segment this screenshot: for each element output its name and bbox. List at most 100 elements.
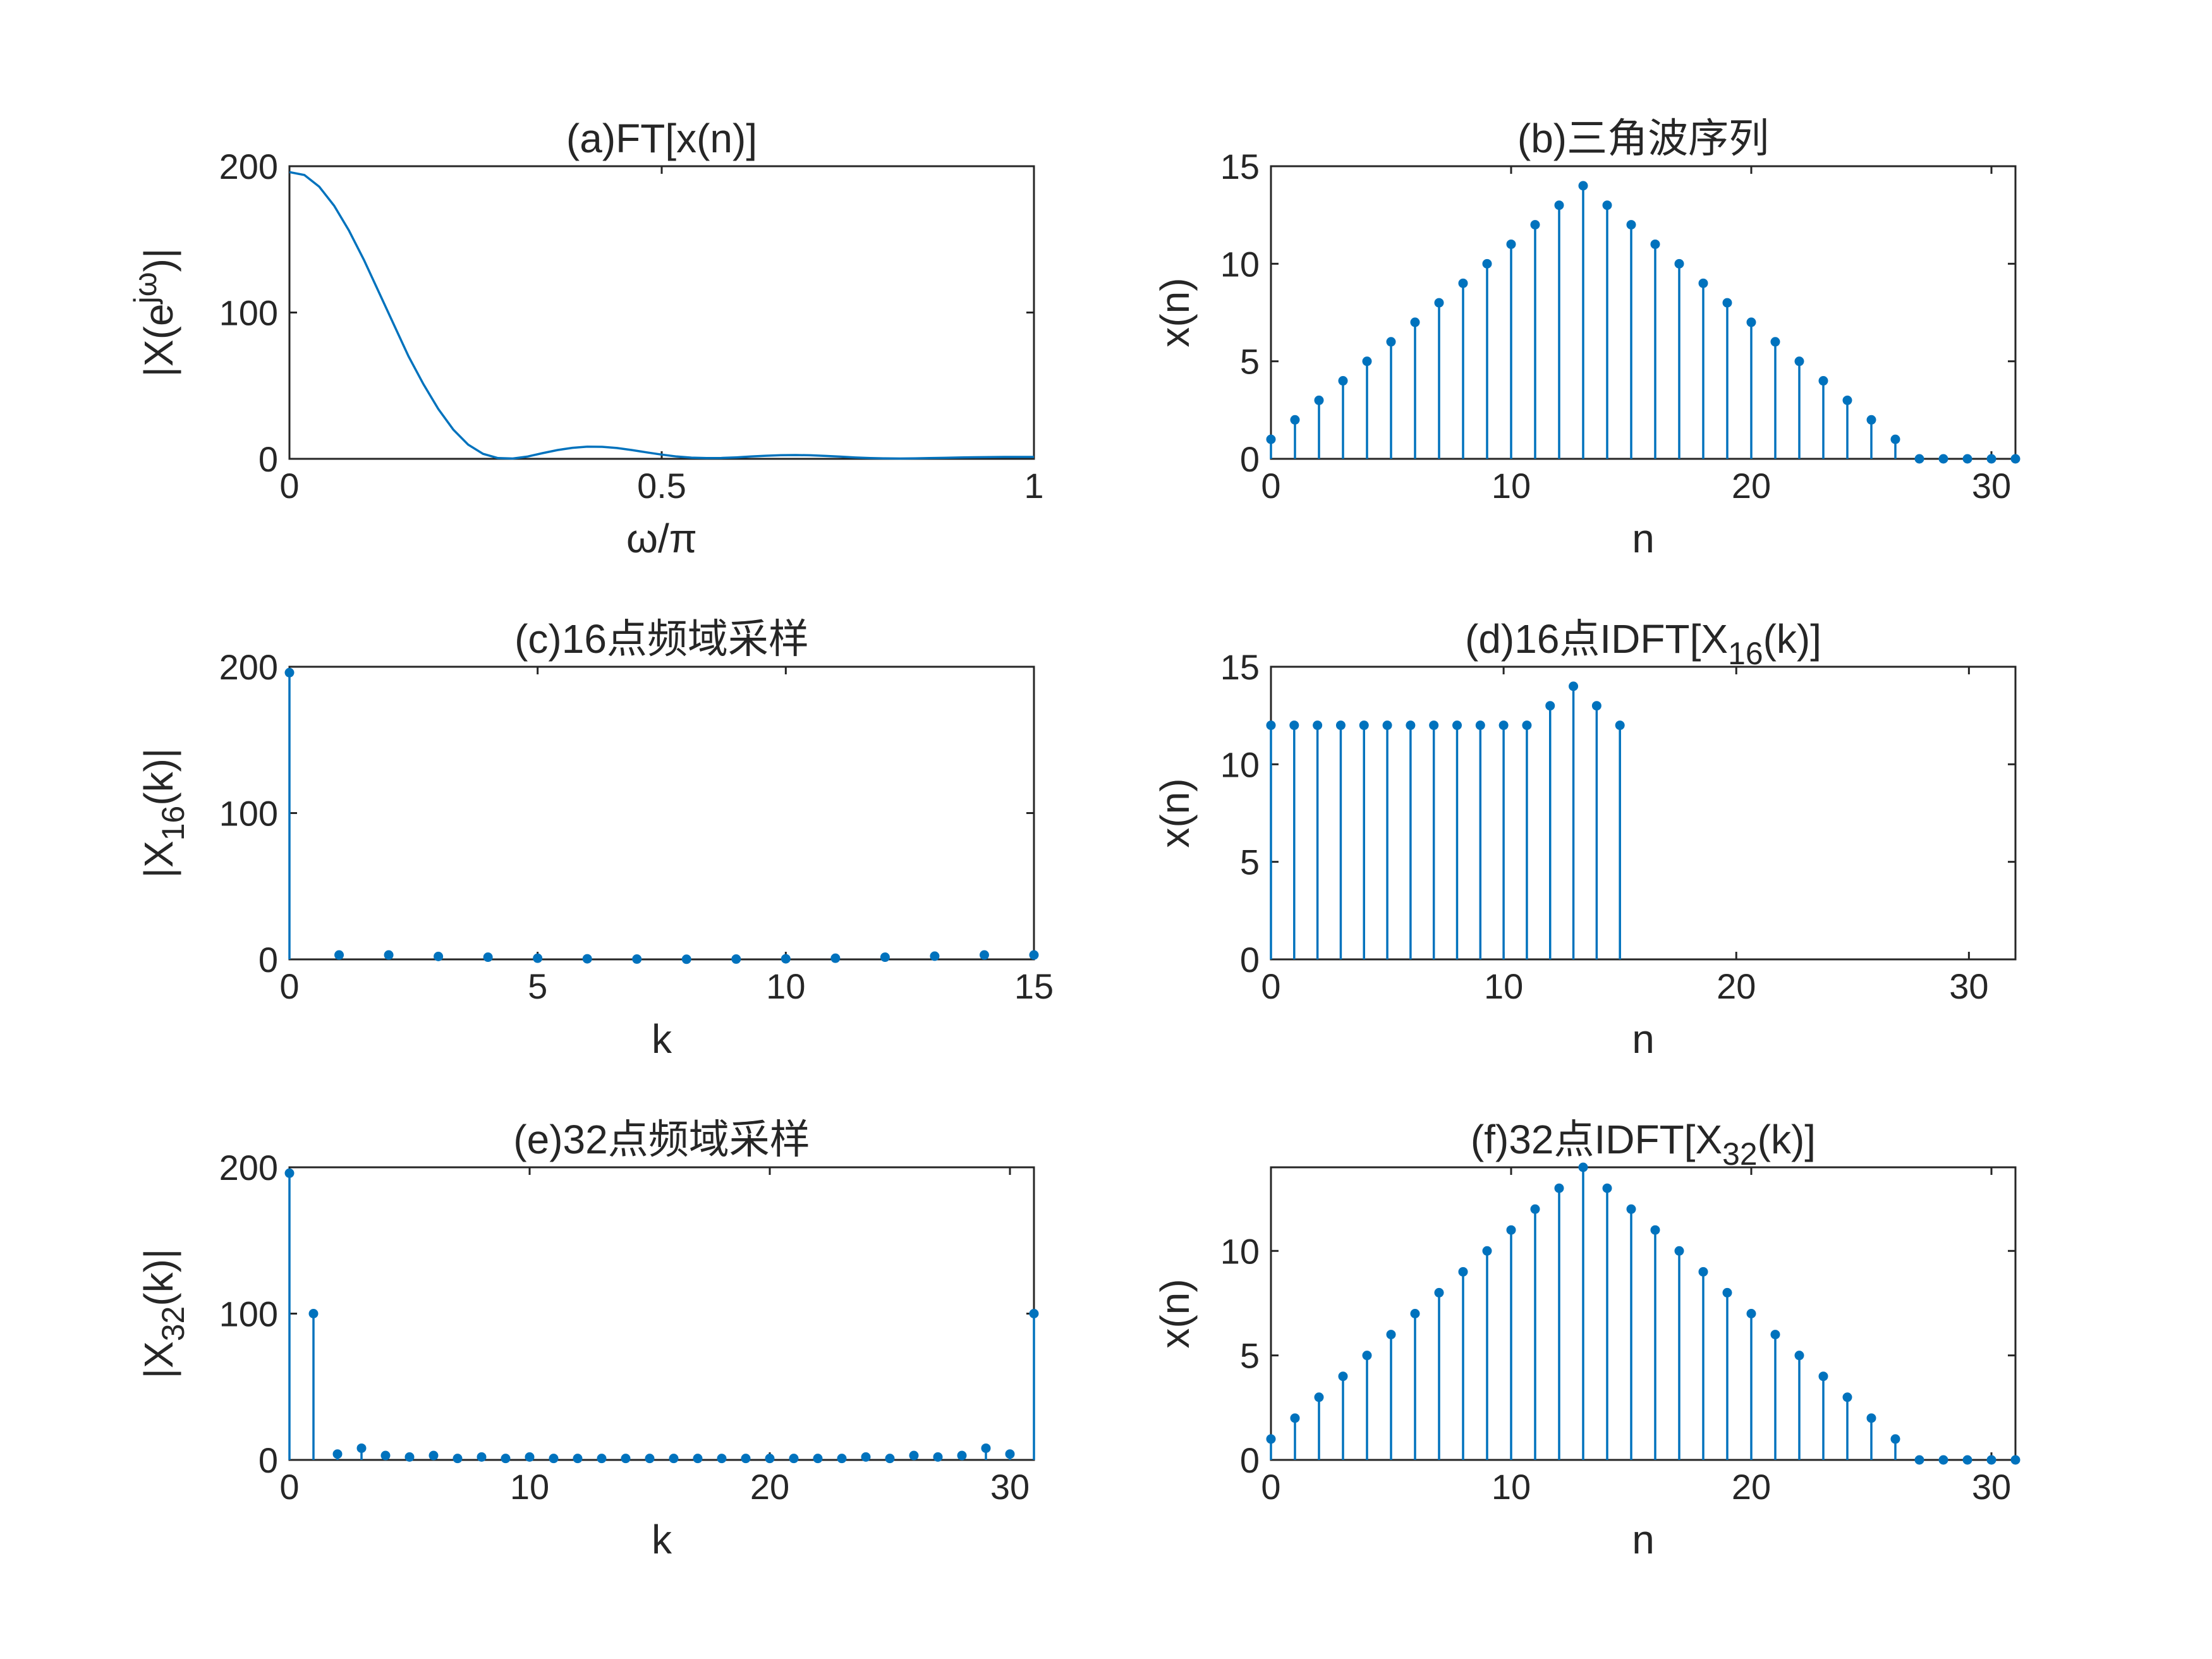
stem-marker (582, 954, 592, 964)
x-tick-label: 0 (279, 1467, 299, 1507)
stem-marker (1289, 720, 1299, 731)
y-tick-label: 100 (219, 293, 278, 333)
subplot-title: (f)32点IDFT[X32(k)] (1471, 1117, 1816, 1172)
stem-marker (1914, 454, 1924, 464)
stem-marker (1005, 1449, 1015, 1459)
x-tick-label: 5 (528, 966, 547, 1006)
stem-marker (1458, 278, 1468, 288)
x-tick-label: 10 (766, 966, 805, 1006)
stem-marker (1986, 454, 1996, 464)
x-tick-label: 20 (1732, 1467, 1771, 1507)
stem-marker (1626, 220, 1636, 230)
stem-marker (1794, 1351, 1804, 1361)
stem-marker (1770, 1330, 1780, 1340)
subplot-b: 0 10 20 30 0 5 10 15 (b)三角波序列 n x(n) (1152, 116, 2021, 561)
stem-marker (533, 953, 543, 963)
stem-marker (332, 1449, 343, 1459)
stem-marker (1506, 1225, 1516, 1235)
x-tick-label: 20 (750, 1467, 789, 1507)
stem-marker (1698, 1267, 1708, 1277)
series-line (289, 171, 1034, 460)
y-axis-label: |X32(k)| (136, 1248, 191, 1378)
stem-marker (1482, 1246, 1492, 1256)
y-tick-label: 100 (219, 1294, 278, 1334)
stem-marker (909, 1450, 919, 1461)
y-tick-label: 200 (219, 147, 278, 186)
stem-marker (930, 951, 940, 961)
stem-marker (1458, 1267, 1468, 1277)
stem-marker (1650, 239, 1660, 249)
stem-marker (731, 954, 741, 964)
stem-marker (284, 1168, 295, 1178)
stem-marker (1434, 298, 1444, 308)
stem-marker (1674, 258, 1684, 269)
y-tick-label: 10 (1220, 1231, 1260, 1271)
y-tick-label: 10 (1220, 244, 1260, 284)
x-axis-label: k (652, 1517, 672, 1562)
stem-marker (981, 1443, 991, 1453)
stem-marker (1866, 415, 1876, 425)
stem-marker (1650, 1225, 1660, 1235)
stem-marker (1266, 434, 1276, 444)
stem-marker (1842, 1392, 1852, 1402)
stem-marker (693, 1454, 703, 1464)
x-axis-label: n (1632, 1517, 1655, 1562)
stem-marker (1602, 1183, 1612, 1193)
stem-marker (1386, 1330, 1396, 1340)
stem-marker (404, 1452, 415, 1462)
stem-marker (1746, 317, 1756, 327)
subplot-d: 0 10 20 30 0 5 10 15 (d)16点IDFT[X16(k)] n x(n) (1152, 616, 2017, 1062)
stem-marker (525, 1452, 535, 1462)
x-tick-label: 0 (279, 466, 299, 506)
stem-marker (434, 951, 444, 961)
y-tick-label: 0 (258, 439, 278, 479)
x-axis-label: ω/π (626, 516, 697, 561)
y-tick-label: 10 (1220, 744, 1260, 784)
y-axis-label: x(n) (1152, 277, 1198, 347)
stem-marker (1890, 434, 1900, 444)
stem-marker (1266, 1434, 1276, 1444)
y-tick-label: 5 (1240, 342, 1260, 382)
subplot-a: 0 0.5 1 0 100 200 (a)FT[x(n)] ω/π |X(ejω)| (128, 116, 1044, 561)
y-tick-label: 0 (1240, 940, 1260, 980)
stem-marker (2010, 1455, 2021, 1465)
stem-marker (1770, 337, 1780, 347)
stem-marker (1818, 1371, 1828, 1382)
stem-marker (669, 1454, 679, 1464)
stem-marker (1359, 720, 1369, 731)
stem-marker (1746, 1309, 1756, 1318)
stem-marker (1615, 720, 1625, 731)
stem-marker (1498, 720, 1509, 731)
stem-marker (334, 950, 344, 960)
stem-marker (621, 1454, 631, 1464)
x-tick-label: 20 (1732, 466, 1771, 506)
stem-marker (597, 1454, 607, 1464)
stem-marker (356, 1443, 367, 1453)
stem-marker (384, 950, 394, 960)
stem-marker (1986, 1455, 1996, 1465)
stem-marker (717, 1454, 727, 1464)
x-tick-label: 30 (1949, 966, 1988, 1006)
stem-marker (1866, 1413, 1876, 1423)
x-tick-label: 0 (279, 966, 299, 1006)
stem-marker (1362, 356, 1372, 367)
stem-marker (813, 1454, 823, 1464)
stem-marker (645, 1454, 655, 1464)
y-axis-label: |X(ejω)| (128, 248, 181, 377)
stem-marker (1554, 1183, 1564, 1193)
stem-marker (1842, 395, 1852, 405)
stem-marker (1313, 720, 1323, 731)
stem-marker (1962, 454, 1972, 464)
stem-marker (789, 1454, 799, 1464)
stem-marker (1429, 720, 1439, 731)
x-axis-label: n (1632, 1016, 1655, 1062)
stem-marker (501, 1454, 511, 1464)
y-tick-label: 5 (1240, 842, 1260, 882)
stem-marker (1410, 1309, 1420, 1318)
stem-marker (1382, 720, 1392, 731)
stem-marker (1602, 200, 1612, 210)
stem-marker (1362, 1351, 1372, 1361)
plot-frame (288, 1166, 1035, 1461)
x-tick-label: 30 (990, 1467, 1030, 1507)
